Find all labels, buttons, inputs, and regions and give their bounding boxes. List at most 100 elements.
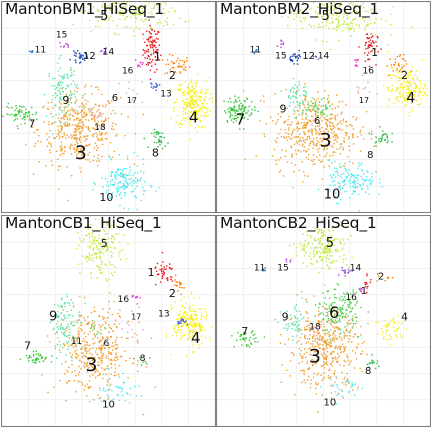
cell-point xyxy=(75,357,76,358)
cell-point xyxy=(389,322,390,323)
cell-point xyxy=(239,100,240,101)
cell-point xyxy=(113,301,114,302)
cell-point xyxy=(341,123,342,124)
cell-point xyxy=(352,326,353,327)
cell-point xyxy=(368,59,369,60)
cell-point xyxy=(107,368,108,369)
cell-point xyxy=(421,91,422,92)
cell-point xyxy=(366,176,367,177)
cell-point xyxy=(313,138,314,139)
cell-point xyxy=(424,86,425,87)
cell-point xyxy=(174,102,175,103)
cell-point xyxy=(308,136,309,137)
cell-point xyxy=(78,374,79,375)
cell-point xyxy=(95,336,96,337)
cell-point xyxy=(370,179,371,180)
cell-point xyxy=(374,23,375,24)
cell-point xyxy=(258,111,259,112)
cell-point xyxy=(328,103,329,104)
cell-point xyxy=(17,118,18,119)
cell-point xyxy=(304,327,305,328)
cell-point xyxy=(291,88,292,89)
cell-point xyxy=(31,107,32,108)
cell-point xyxy=(177,124,178,125)
cell-point xyxy=(68,345,69,346)
cell-point xyxy=(89,161,90,162)
cell-point xyxy=(177,281,178,282)
cell-point xyxy=(139,179,140,180)
cell-point xyxy=(343,239,344,240)
cell-point xyxy=(362,188,363,189)
cell-point xyxy=(303,87,304,88)
cell-point xyxy=(96,334,97,335)
cell-point xyxy=(86,342,87,343)
cell-point xyxy=(82,353,83,354)
cell-point xyxy=(318,160,319,161)
cell-point xyxy=(192,305,193,306)
cell-point xyxy=(75,101,76,102)
cell-point xyxy=(23,117,24,118)
cell-point xyxy=(342,344,343,345)
cell-point xyxy=(93,338,94,339)
cell-point xyxy=(180,317,181,318)
cell-point xyxy=(62,148,63,149)
cell-point xyxy=(348,23,349,24)
cell-point xyxy=(52,107,53,108)
cell-point xyxy=(174,279,175,280)
cell-point xyxy=(348,306,349,307)
cell-point xyxy=(287,139,288,140)
cell-point xyxy=(99,251,100,252)
cell-point xyxy=(317,261,318,262)
cell-point xyxy=(304,337,305,338)
cell-point xyxy=(59,345,60,346)
cell-point xyxy=(137,303,138,304)
cell-point xyxy=(139,385,140,386)
cell-point xyxy=(296,247,297,248)
cell-point xyxy=(99,26,100,27)
cell-point xyxy=(353,137,354,138)
cell-point xyxy=(254,107,255,108)
cell-point xyxy=(124,19,125,20)
cell-point xyxy=(342,149,343,150)
cell-point xyxy=(92,233,93,234)
cell-point xyxy=(78,128,79,129)
cell-point xyxy=(335,250,336,251)
cell-point xyxy=(281,382,282,383)
cell-point xyxy=(336,149,337,150)
cell-point xyxy=(339,241,340,242)
cell-point xyxy=(88,321,89,322)
cell-point xyxy=(137,155,138,156)
cell-point xyxy=(300,337,301,338)
cell-point xyxy=(299,102,300,103)
cell-point xyxy=(94,238,95,239)
cell-point xyxy=(81,315,82,316)
cell-point xyxy=(154,40,155,41)
cell-point xyxy=(317,27,318,28)
cell-point xyxy=(286,370,287,371)
cell-point xyxy=(78,264,79,265)
cell-point xyxy=(349,197,350,198)
cell-point xyxy=(57,87,58,88)
cell-point xyxy=(313,373,314,374)
cell-point xyxy=(337,348,338,349)
cell-point xyxy=(356,358,357,359)
cell-point xyxy=(36,119,37,120)
cell-point xyxy=(311,106,312,107)
cell-point xyxy=(74,134,75,135)
cell-point xyxy=(105,118,106,119)
cell-point xyxy=(304,240,305,241)
cell-point xyxy=(175,325,176,326)
cell-point xyxy=(124,180,125,181)
cell-point xyxy=(296,310,297,311)
cell-point xyxy=(323,357,324,358)
cell-point xyxy=(329,165,330,166)
cell-point xyxy=(128,88,129,89)
cell-point xyxy=(195,91,196,92)
cell-point xyxy=(317,333,318,334)
cell-point xyxy=(65,138,66,139)
cell-point xyxy=(65,361,66,362)
cell-point xyxy=(80,171,81,172)
cell-point xyxy=(56,358,57,359)
cell-point xyxy=(161,142,162,143)
cell-point xyxy=(291,162,292,163)
